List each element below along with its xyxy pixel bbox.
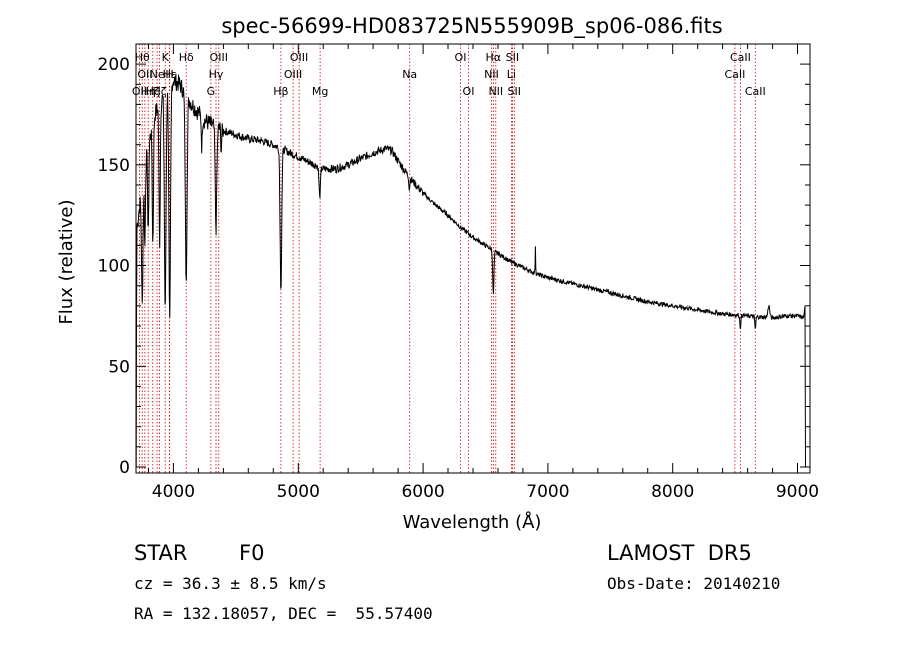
line-marker-label-12: Hγ [209, 68, 224, 81]
line-marker-label-28: CaII [730, 51, 751, 64]
line-marker-label-22: Hα [486, 51, 502, 64]
x-axis: 4000 5000 6000 7000 8000 9000 [148, 44, 819, 502]
line-marker-label-3: Hη [141, 85, 156, 98]
line-marker-label-20: OI [463, 85, 475, 98]
line-marker-label-21: NII [484, 68, 499, 81]
x-tick-label: 9000 [776, 482, 819, 502]
object-subclass: F0 [239, 541, 265, 565]
plot-frame [135, 43, 811, 474]
survey-release: LAMOST DR5 [607, 541, 752, 565]
x-tick-label: 8000 [651, 482, 694, 502]
line-marker-label-1: Hθ [135, 51, 150, 64]
y-tick-label: 200 [98, 55, 130, 75]
line-marker-label-6: Hζ [152, 85, 166, 98]
y-tick-label: 50 [108, 357, 130, 377]
x-axis-label: Wavelength (Å) [403, 511, 542, 533]
line-marker-label-9: Hε [163, 68, 177, 81]
coordinates: RA = 132.18057, DEC = 55.57400 [134, 604, 433, 623]
line-markers [138, 44, 756, 473]
line-marker-label-18: Na [402, 68, 417, 81]
y-tick-label: 150 [98, 156, 130, 176]
x-tick-label: 4000 [152, 482, 195, 502]
line-marker-label-10: Hδ [179, 51, 194, 64]
redshift-velocity: cz = 36.3 ± 8.5 km/s [134, 574, 327, 593]
object-class: STAR [134, 541, 188, 565]
x-tick-label: 5000 [277, 482, 320, 502]
line-marker-label-16: OIII [290, 51, 308, 64]
spectrum-line [135, 73, 806, 468]
line-marker-labels: OIIHθOIIHηHζNeHζKHHεHδGHγOIIIHβOIIIOIIIM… [132, 51, 766, 98]
line-marker-label-11: G [207, 85, 216, 98]
chart-title: spec-56699-HD083725N555909B_sp06-086.fit… [221, 14, 722, 39]
line-marker-label-17: Mg [312, 85, 328, 98]
line-marker-label-7: K [162, 51, 170, 64]
y-axis: 0 50 100 150 200 [98, 55, 810, 478]
line-marker-label-25: SII [506, 51, 519, 64]
line-marker-label-2: OII [137, 68, 152, 81]
line-marker-label-15: OIII [284, 68, 302, 81]
line-marker-label-26: SII [508, 85, 521, 98]
line-marker-label-5: Ne [150, 68, 165, 81]
line-marker-label-23: NII [488, 85, 503, 98]
line-marker-label-24: Li [507, 68, 516, 81]
line-marker-label-19: OI [455, 51, 467, 64]
line-marker-label-4: Hζ [146, 85, 160, 98]
line-marker-label-29: CaII [745, 85, 766, 98]
line-marker-label-14: Hβ [273, 85, 288, 98]
line-marker-label-8: H [165, 68, 173, 81]
x-tick-label: 7000 [526, 482, 569, 502]
x-tick-label: 6000 [401, 482, 444, 502]
y-tick-label: 0 [119, 458, 130, 478]
y-tick-label: 100 [98, 257, 130, 277]
y-axis-label: Flux (relative) [56, 199, 77, 324]
line-marker-label-13: OIII [210, 51, 228, 64]
observation-date: Obs-Date: 20140210 [607, 574, 781, 593]
line-marker-label-27: CaII [724, 68, 745, 81]
